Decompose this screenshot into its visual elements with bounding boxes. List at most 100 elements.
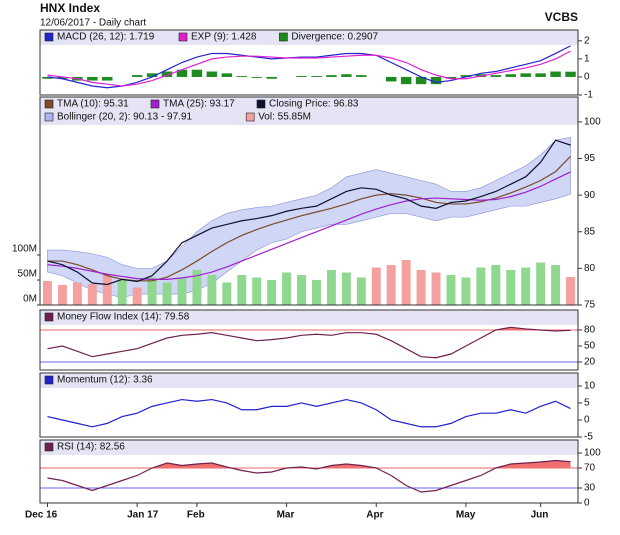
x-tick-label: Dec 16 bbox=[25, 510, 58, 521]
volume-bar bbox=[102, 275, 112, 305]
legend-swatch bbox=[178, 32, 188, 42]
volume-bar bbox=[87, 284, 97, 305]
divergence-bar bbox=[356, 75, 367, 77]
y-tick-label: -1 bbox=[584, 90, 593, 101]
x-tick-label: Apr bbox=[366, 510, 383, 521]
legend-label: MACD (26, 12): 1.719 bbox=[57, 32, 155, 43]
y-tick-label: 1 bbox=[584, 54, 590, 65]
volume-bar bbox=[506, 270, 516, 305]
divergence-bar bbox=[57, 76, 68, 79]
legend-swatch bbox=[44, 442, 54, 452]
volume-bar bbox=[222, 282, 232, 305]
volume-bar bbox=[476, 267, 486, 305]
overbought-fill bbox=[47, 460, 571, 468]
legend-band bbox=[40, 373, 578, 388]
y-tick-label: 100 bbox=[584, 117, 601, 128]
volume-bar bbox=[57, 285, 67, 305]
y-tick-label: 0 bbox=[584, 498, 590, 509]
legend-swatch bbox=[44, 32, 54, 42]
y-tick-label: 75 bbox=[584, 300, 596, 311]
y-tick-label: -5 bbox=[584, 432, 593, 443]
volume-bar bbox=[297, 275, 307, 305]
legend-label: Momentum (12): 3.36 bbox=[57, 375, 153, 386]
divergence-bar bbox=[146, 73, 158, 77]
divergence-bar bbox=[191, 69, 203, 77]
y-tick-label: 10 bbox=[584, 381, 596, 392]
volume-bar bbox=[177, 277, 187, 305]
divergence-bar bbox=[490, 75, 502, 77]
volume-bar bbox=[192, 270, 202, 305]
volume-bar bbox=[341, 272, 351, 305]
legend-swatch bbox=[150, 99, 160, 109]
divergence-bar bbox=[42, 76, 53, 79]
legend-label: Vol: 55.85M bbox=[258, 112, 311, 123]
legend-band bbox=[40, 30, 578, 45]
legend-label: Closing Price: 96.83 bbox=[269, 99, 359, 110]
legend-swatch bbox=[44, 375, 54, 385]
divergence-bar bbox=[221, 73, 233, 77]
volume-bar bbox=[356, 277, 366, 305]
volume-bar bbox=[42, 281, 52, 305]
x-tick-label: May bbox=[456, 510, 476, 521]
divergence-bar bbox=[236, 76, 247, 77]
legend-swatch bbox=[256, 99, 266, 109]
volume-bar bbox=[461, 277, 471, 305]
series-line bbox=[47, 398, 571, 428]
volume-bar bbox=[72, 282, 82, 305]
source: VCBS bbox=[545, 10, 578, 24]
volume-bar bbox=[551, 265, 561, 305]
y-tick-label: 80 bbox=[584, 325, 596, 336]
legend-label: Money Flow Index (14): 79.58 bbox=[57, 312, 190, 323]
divergence-bar bbox=[565, 71, 576, 77]
volume-bar bbox=[536, 262, 546, 305]
divergence-bar bbox=[176, 69, 188, 77]
volume-bar bbox=[431, 272, 441, 305]
divergence-bar bbox=[535, 73, 546, 77]
divergence-bar bbox=[102, 76, 113, 81]
y-tick-label: 70 bbox=[584, 463, 596, 474]
y-tick-label: 30 bbox=[584, 483, 596, 494]
panel-frame bbox=[39, 96, 579, 306]
divergence-bar bbox=[505, 74, 516, 77]
y-tick-label: 90 bbox=[584, 190, 596, 201]
y2-tick-label: 100M bbox=[12, 244, 37, 255]
y-tick-label: 85 bbox=[584, 226, 596, 237]
y-tick-label: 95 bbox=[584, 153, 596, 164]
volume-bar bbox=[282, 272, 292, 305]
series-line bbox=[47, 171, 571, 280]
divergence-bar bbox=[311, 76, 322, 77]
y-tick-label: 5 bbox=[584, 398, 590, 409]
volume-bar bbox=[416, 270, 426, 305]
series-line bbox=[47, 139, 571, 286]
divergence-bar bbox=[266, 76, 277, 79]
x-tick-label: Feb bbox=[187, 510, 205, 521]
volume-bar bbox=[446, 275, 456, 305]
legend-swatch bbox=[44, 99, 54, 109]
series-line bbox=[47, 50, 571, 87]
divergence-bar bbox=[520, 73, 531, 77]
x-tick-label: Jun bbox=[531, 510, 549, 521]
y-tick-label: 2 bbox=[584, 35, 590, 46]
legend-swatch bbox=[44, 112, 54, 122]
volume-bar bbox=[147, 277, 157, 305]
chart-title: HNX Index bbox=[40, 1, 100, 15]
panel-frame bbox=[39, 29, 579, 96]
volume-bar bbox=[132, 287, 142, 305]
volume-bar bbox=[237, 275, 247, 305]
series-line bbox=[47, 326, 571, 359]
divergence-bar bbox=[445, 76, 457, 79]
y2-tick-label: 50M bbox=[18, 269, 37, 280]
volume-bar bbox=[326, 270, 336, 305]
panel-frame bbox=[39, 372, 579, 438]
y-tick-label: 0 bbox=[584, 72, 590, 83]
y-tick-label: 50 bbox=[584, 341, 596, 352]
volume-bar bbox=[521, 267, 531, 305]
series-line bbox=[47, 45, 571, 89]
y-tick-label: 100 bbox=[584, 448, 601, 459]
overbought-fill bbox=[47, 327, 571, 330]
volume-bar bbox=[371, 267, 381, 305]
y-tick-label: 20 bbox=[584, 357, 596, 368]
volume-bar bbox=[311, 280, 321, 305]
volume-bar bbox=[207, 275, 217, 305]
